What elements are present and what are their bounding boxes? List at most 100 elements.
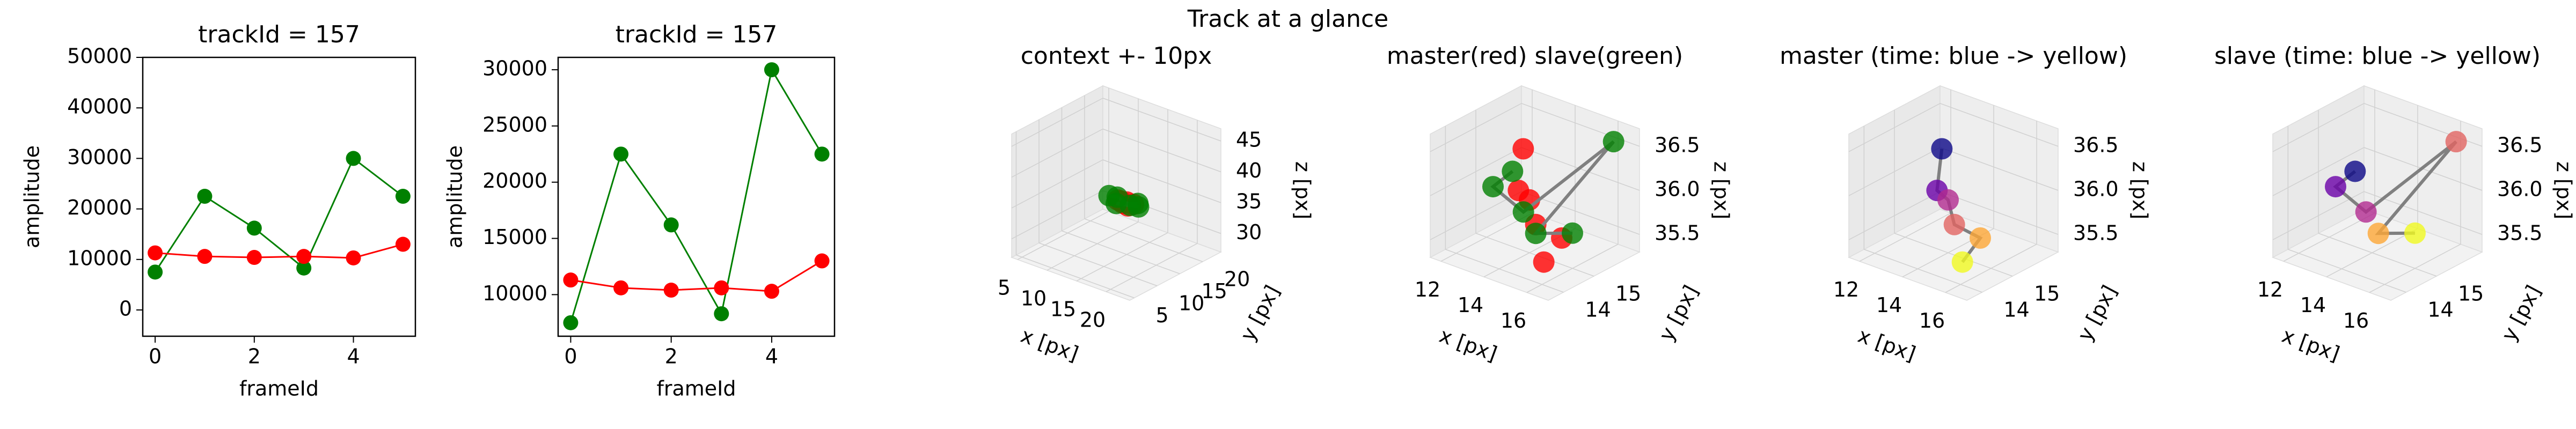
grid-line: [1848, 103, 1941, 152]
data-point: [2325, 176, 2346, 198]
grid-line: [1011, 190, 1103, 240]
grid-line: [1940, 103, 2059, 147]
data-point: [2367, 223, 2389, 245]
figure-title: Track at a glance: [1187, 5, 1389, 33]
y-tick-label: 0: [119, 297, 132, 321]
axes-title: master(red) slave(green): [1387, 42, 1683, 70]
z-tick-label: 36.5: [2073, 133, 2119, 157]
axes-title: trackId = 157: [616, 21, 778, 48]
x-tick-label: 12: [1833, 278, 1859, 301]
grid-line: [1940, 191, 2059, 235]
data-point: [1951, 251, 1973, 273]
x-tick-label: 12: [2257, 278, 2283, 301]
data-point: [296, 260, 312, 276]
x-tick-label: 2: [248, 345, 261, 368]
y-tick-label: 30000: [67, 145, 132, 169]
grid-line: [1864, 249, 1982, 293]
series-line: [570, 260, 823, 292]
z-tick-label: 35.5: [2073, 221, 2119, 245]
y-tick-label: 15000: [482, 225, 547, 249]
z-tick-label: 45: [1236, 128, 1262, 152]
grid-line: [1084, 218, 1203, 262]
y-tick-label: 20: [1224, 268, 1250, 291]
series-line: [155, 243, 404, 259]
grid-line: [1102, 159, 1221, 203]
data-point: [714, 306, 729, 322]
x-tick-label: 12: [1415, 278, 1440, 301]
grid-line: [2272, 147, 2365, 196]
z-tick-label: 36.0: [2497, 177, 2543, 201]
z-tick-label: 40: [1236, 159, 1262, 182]
x-tick-label: 14: [1876, 293, 1902, 317]
grid-line: [1062, 230, 1180, 275]
data-point: [613, 280, 629, 295]
x-tick-label: 16: [2343, 309, 2369, 332]
data-point: [148, 245, 163, 261]
data-point: [2445, 131, 2467, 153]
grid-line: [1445, 249, 1564, 293]
z-axis-label: z [px]: [1291, 161, 1315, 219]
series-line: [154, 157, 404, 273]
data-point: [1127, 193, 1149, 214]
grid-line: [1475, 233, 1594, 277]
axes-title: slave (time: blue -> yellow): [2214, 42, 2541, 70]
data-point: [148, 264, 163, 280]
grid-line: [1011, 98, 1103, 147]
series-line: [569, 67, 823, 323]
grid-line: [1046, 221, 1139, 271]
z-tick-label: 36.5: [2497, 133, 2543, 157]
grid-line: [1038, 242, 1158, 286]
z-tick-label: 36.0: [2073, 177, 2119, 201]
data-point: [613, 146, 629, 162]
data-point: [246, 250, 262, 265]
y-tick-label: 15: [1202, 279, 1227, 303]
z-tick-label: 36.0: [1655, 177, 1700, 201]
data-point: [197, 189, 213, 204]
data-point: [346, 151, 361, 166]
y-tick-label: 10: [1179, 292, 1204, 315]
data-point: [1970, 227, 1991, 249]
z-axis-label: z [px]: [2552, 161, 2576, 219]
x-tick-label: 14: [2300, 293, 2326, 317]
data-point: [1512, 201, 1534, 223]
grid-line: [1894, 233, 2013, 277]
data-point: [1943, 213, 1965, 235]
data-point: [814, 146, 830, 162]
x-tick-label: 10: [1021, 287, 1046, 310]
data-point: [1533, 251, 1555, 273]
grid-line: [1848, 191, 1941, 240]
axes-frame: [557, 56, 836, 337]
z-axis-label: z [px]: [1710, 161, 1733, 219]
grid-line: [2288, 249, 2406, 293]
x-tick-label: 16: [1501, 309, 1526, 332]
data-point: [1502, 160, 1524, 182]
grid-line: [1076, 232, 1168, 282]
data-point: [563, 272, 579, 288]
data-point: [197, 249, 213, 264]
x-tick-label: 15: [1050, 298, 1076, 321]
grid-line: [2318, 233, 2437, 277]
grid-line: [2272, 103, 2365, 152]
data-point: [1525, 223, 1547, 245]
z-tick-label: 30: [1236, 220, 1262, 244]
z-axis-label: z [px]: [2128, 161, 2152, 219]
data-point: [2344, 160, 2366, 182]
axes-title: context +- 10px: [1021, 42, 1212, 70]
axes-title: trackId = 157: [198, 21, 360, 48]
x-tick-label: 5: [998, 276, 1011, 300]
y-tick-label: 10000: [482, 282, 547, 305]
data-point: [764, 284, 779, 299]
y-tick-label: 14: [2003, 298, 2029, 322]
y-tick-label: 15: [2458, 282, 2484, 306]
data-point: [1931, 138, 1953, 160]
data-point: [296, 249, 312, 264]
data-point: [1562, 222, 1583, 244]
grid-line: [1016, 254, 1135, 299]
y-tick-label: 25000: [482, 113, 547, 136]
z-tick-label: 35: [1236, 190, 1262, 213]
z-tick-label: 35.5: [1655, 221, 1700, 245]
z-tick-label: 35.5: [2497, 221, 2543, 245]
data-point: [663, 217, 679, 233]
x-tick-label: 20: [1080, 308, 1106, 332]
